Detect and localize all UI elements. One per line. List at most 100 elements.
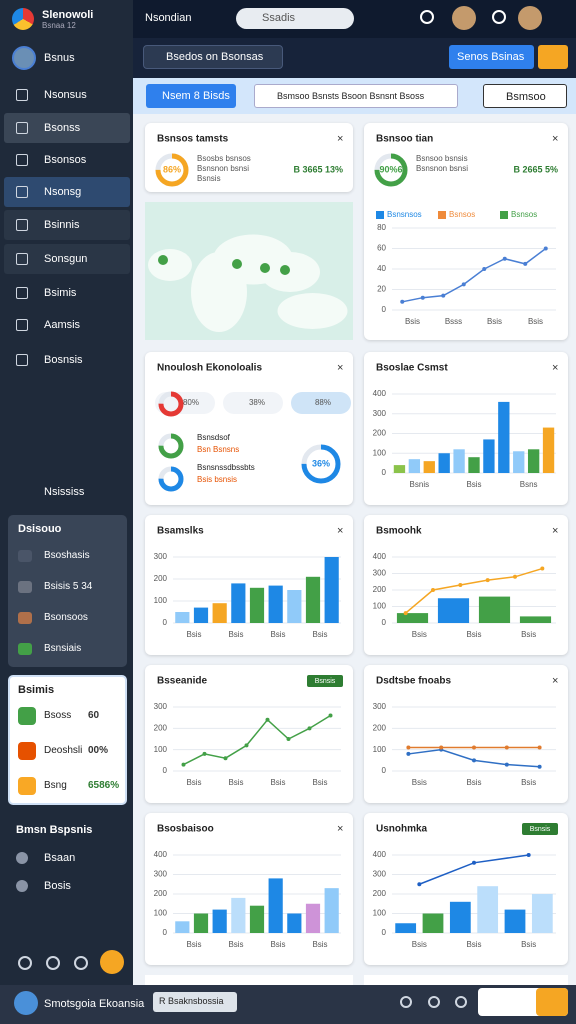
bottom-button[interactable]	[536, 988, 568, 1016]
map-marker	[158, 255, 168, 265]
footer-item[interactable]: Bsaan	[44, 852, 76, 864]
tool-icon[interactable]	[46, 956, 60, 970]
panel-item[interactable]: Bsisis 5 34	[44, 581, 93, 592]
x-tick-label: Bsis	[270, 940, 285, 949]
bar	[477, 886, 499, 933]
tab[interactable]: Nsem 8 Bisds	[146, 84, 236, 108]
search-box[interactable]: Ssadis	[236, 8, 354, 29]
nav-icon	[16, 186, 28, 198]
panel-item[interactable]: Bsnsiais	[44, 643, 82, 654]
panel-icon	[18, 612, 32, 624]
icon	[492, 10, 506, 24]
tool-icon[interactable]	[74, 956, 88, 970]
nav-label: Bsonss	[44, 122, 81, 134]
dropdown[interactable]: Bsmsoo Bsnsts Bsoon Bsnsnt Bsoss	[254, 84, 458, 108]
bottom-icon[interactable]	[455, 996, 467, 1008]
y-tick-label: 100	[373, 602, 387, 611]
panel-item[interactable]: Bsonsoos	[44, 612, 88, 623]
close-icon: ×	[337, 525, 343, 537]
bar	[396, 613, 429, 623]
point	[431, 588, 435, 592]
page-title: Nsondian	[145, 12, 192, 24]
tool-button[interactable]	[100, 950, 124, 974]
point	[472, 745, 476, 750]
x-tick-label: Bsss	[445, 317, 462, 326]
panel	[8, 675, 127, 805]
select[interactable]: Bsmsoo	[483, 84, 567, 108]
bar	[408, 459, 421, 473]
badge-label: Bsnsis	[530, 826, 551, 833]
card-stat: B 3665 13%	[293, 164, 343, 174]
x-tick-label: Bsis	[521, 940, 536, 949]
bar	[449, 901, 471, 933]
nav-item[interactable]	[4, 244, 130, 274]
card-graphic: Bsoslae Csmst × 0 100 200 300 400 Bsnis Bsis Bsns	[373, 362, 559, 489]
bar	[324, 888, 339, 933]
x-tick-label: Bsnis	[410, 480, 430, 489]
x-tick-label: Bsis	[312, 630, 327, 639]
card: Bsseanide×Bsnsis0100200300BsisBsisBsisBs…	[145, 665, 353, 803]
y-tick-label: 200	[154, 889, 168, 898]
panel-title: Dsisouo	[18, 523, 62, 535]
x-tick-label: Bsis	[487, 317, 502, 326]
avatar	[12, 46, 36, 70]
card-partial	[364, 975, 568, 985]
bar	[231, 897, 246, 933]
bar	[483, 439, 495, 473]
card-graphic: Bsamslks × 0 100 200 300 Bsis Bsis Bsis Bsis	[154, 525, 344, 639]
nav-item[interactable]	[4, 113, 130, 143]
panel-item[interactable]: Bsoshasis	[44, 550, 90, 561]
card-text: Bsnsnon bsnsi	[416, 164, 468, 173]
sidebar	[0, 0, 133, 985]
secondary-button[interactable]	[538, 45, 568, 69]
nav-label: Nsonsus	[44, 89, 87, 101]
line	[408, 748, 540, 768]
y-tick-label: 100	[154, 745, 168, 754]
panel-icon	[18, 742, 36, 760]
panel-value: 60	[88, 710, 100, 721]
y-tick-label: 100	[154, 909, 168, 918]
x-tick-label: Bsis	[521, 630, 536, 639]
bottom-icon[interactable]	[400, 996, 412, 1008]
close-icon: ×	[552, 525, 558, 537]
tool-icon[interactable]	[18, 956, 32, 970]
filter-input[interactable]: Bsedos on Bsonsas	[143, 45, 283, 69]
point	[406, 751, 411, 756]
point	[482, 267, 487, 271]
card-text: Bsosbs bsnsos	[197, 154, 251, 163]
icon	[420, 10, 434, 24]
badge	[522, 823, 558, 835]
brand-logo	[12, 8, 34, 30]
ring	[158, 433, 184, 459]
card-text: Bsnsoo bsnsis	[416, 154, 468, 163]
legend-label: Bsnsos	[449, 210, 475, 219]
primary-button[interactable]: Senos Bsinas	[449, 45, 534, 69]
bar	[305, 576, 321, 623]
brand-sub: Bsnaa 12	[42, 21, 76, 30]
y-tick-label: 300	[154, 702, 168, 711]
ring	[158, 391, 184, 417]
x-tick-label: Bsis	[466, 630, 481, 639]
nav-item[interactable]	[4, 177, 130, 207]
bar	[513, 451, 525, 473]
user-name: Bsnus	[44, 52, 75, 64]
point	[223, 756, 228, 761]
ring-label: 86%	[163, 164, 181, 174]
bar	[231, 583, 246, 623]
point	[244, 743, 249, 748]
bottom-chip[interactable]: R Bsaknsbossia	[153, 992, 237, 1012]
pill	[223, 392, 283, 414]
footer-item[interactable]: Bosis	[44, 880, 71, 892]
footer-title: Bmsn Bspsnis	[16, 824, 93, 836]
row-text: Bsn Bsnsns	[197, 445, 239, 454]
point	[441, 293, 446, 298]
x-tick-label: Bsis	[270, 778, 285, 787]
ring-label: 90%6	[379, 164, 402, 174]
bottom-icon[interactable]	[428, 996, 440, 1008]
nav-item[interactable]	[4, 210, 130, 240]
bar	[422, 913, 444, 933]
panel-item: Deoshsli	[44, 745, 83, 756]
